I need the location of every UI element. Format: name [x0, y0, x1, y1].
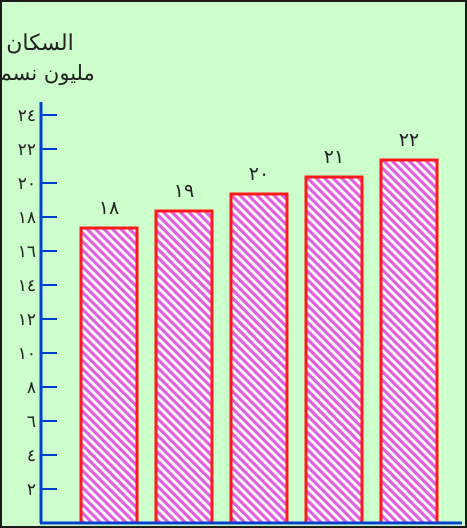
bar-value-label: ١٨ — [99, 197, 119, 219]
bars — [79, 158, 439, 525]
y-tick-label: ٢ — [27, 480, 36, 500]
bar — [379, 158, 439, 525]
bar-value-label: ٢١ — [324, 146, 344, 168]
y-tick-label: ٢٠ — [18, 174, 36, 194]
y-tick-label: ١٨ — [18, 208, 36, 228]
y-tick-label: ٢٤ — [18, 106, 36, 126]
bar-value-label: ٢٢ — [399, 129, 419, 151]
y-tick-label: ١٤ — [18, 276, 36, 296]
y-axis-label: مليون نسمة — [0, 61, 95, 86]
y-tick-label: ١٠ — [18, 344, 36, 364]
bar — [304, 175, 364, 525]
bar — [154, 209, 214, 525]
y-tick-label: ٢٢ — [18, 140, 36, 160]
y-tick-label: ٤ — [27, 446, 36, 466]
y-tick-label: ١٢ — [18, 310, 36, 330]
chart-title: السكان — [6, 31, 73, 56]
bar-value-label: ٢٠ — [249, 163, 269, 185]
bar-value-label: ١٩ — [174, 180, 194, 202]
y-tick-label: ١٦ — [18, 242, 36, 262]
bar-value-labels: ١٨ ١٩ ٢٠ ٢١ ٢٢ — [99, 129, 419, 219]
y-tick-label: ٨ — [27, 378, 36, 398]
bar — [229, 192, 289, 525]
y-tick-label: ٦ — [27, 412, 36, 432]
bar — [79, 226, 139, 525]
